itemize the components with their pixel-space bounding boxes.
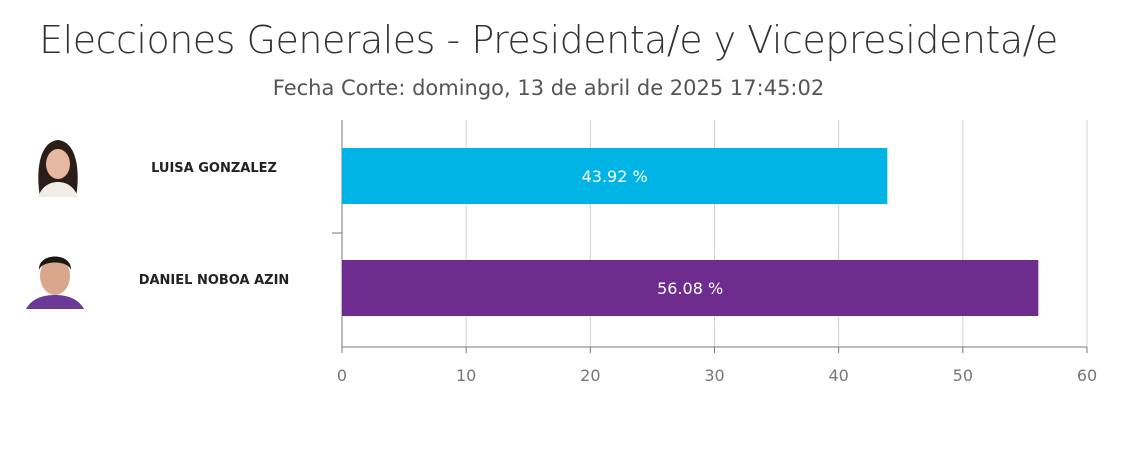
avatar-daniel-noboa xyxy=(26,256,84,309)
bar xyxy=(342,260,1039,316)
x-tick-label: 60 xyxy=(1077,366,1097,385)
x-tick-label: 30 xyxy=(704,366,724,385)
page-title: Elecciones Generales - Presidenta/e y Vi… xyxy=(39,18,1058,62)
avatar-luisa-gonzalez xyxy=(38,140,78,197)
x-tick-label: 0 xyxy=(337,366,347,385)
bar xyxy=(342,148,888,204)
x-tick-label: 50 xyxy=(953,366,973,385)
cutoff-date: Fecha Corte: domingo, 13 de abril de 202… xyxy=(272,76,825,100)
candidate-name: LUISA GONZALEZ xyxy=(151,161,277,176)
bar-data-label: 56.08 % xyxy=(657,279,723,298)
x-tick-label: 20 xyxy=(580,366,600,385)
x-tick-label: 40 xyxy=(828,366,848,385)
candidate-name: DANIEL NOBOA AZIN xyxy=(138,273,290,288)
x-tick-label: 10 xyxy=(456,366,476,385)
bar-data-label: 43.92 % xyxy=(582,167,648,186)
